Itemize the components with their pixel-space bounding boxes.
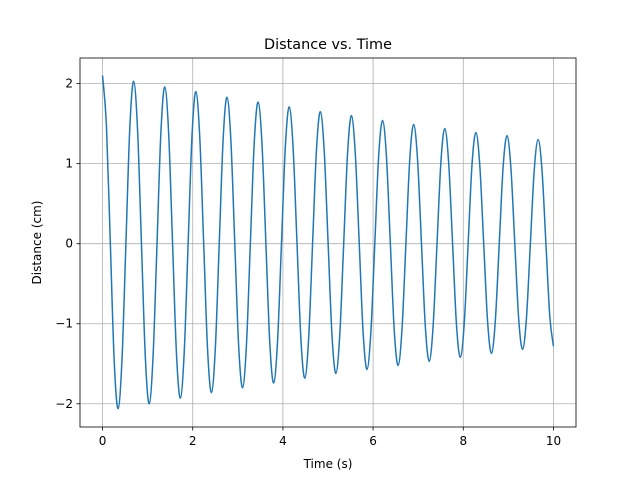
- x-axis-label: Time (s): [303, 457, 353, 471]
- x-tick-label: 4: [279, 434, 287, 448]
- y-tick-label: −2: [55, 397, 73, 411]
- x-tick-label: 0: [99, 434, 107, 448]
- axes-frame: [79, 57, 577, 428]
- chart-title: Distance vs. Time: [264, 37, 392, 53]
- x-tick-label: 6: [369, 434, 377, 448]
- y-axis-label: Distance (cm): [30, 201, 44, 285]
- x-tick-label: 2: [189, 434, 197, 448]
- x-tick-label: 10: [546, 434, 561, 448]
- y-tick-label: 0: [65, 237, 73, 251]
- y-tick-label: 1: [65, 157, 73, 171]
- data-line: [101, 75, 555, 410]
- y-tick-label: 2: [65, 77, 73, 91]
- x-tick-label: 8: [459, 434, 467, 448]
- y-tick-label: −1: [55, 317, 73, 331]
